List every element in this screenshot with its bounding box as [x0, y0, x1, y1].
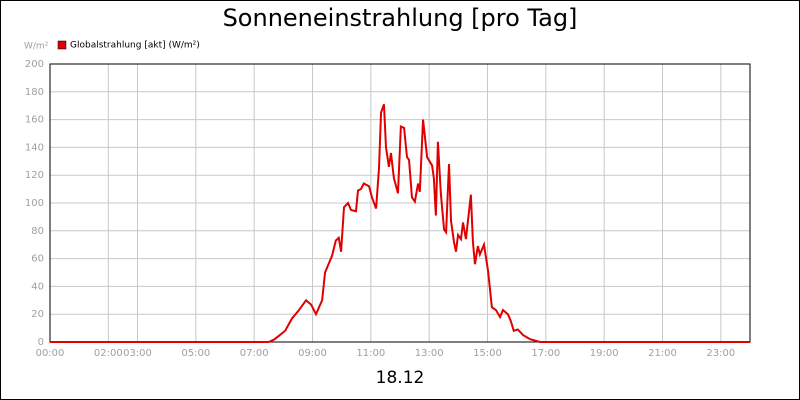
x-label: 18.12	[376, 368, 425, 388]
x-tick-label: 21:00	[648, 348, 677, 359]
y-tick-label: 120	[25, 170, 44, 181]
x-tick-label: 15:00	[473, 348, 502, 359]
chart-title: Sonneneinstrahlung [pro Tag]	[223, 4, 578, 32]
x-tick-label: 23:00	[706, 348, 735, 359]
y-tick-label: 20	[31, 309, 44, 320]
x-tick-label: 00:00	[36, 348, 65, 359]
x-tick-label: 09:00	[298, 348, 327, 359]
x-tick-label: 05:00	[181, 348, 210, 359]
y-tick-label: 160	[25, 115, 44, 126]
y-tick-label: 200	[25, 59, 44, 70]
x-tick-label: 19:00	[590, 348, 619, 359]
x-tick-label: 02:00	[94, 348, 123, 359]
x-tick-label: 11:00	[356, 348, 385, 359]
y-tick-label: 140	[25, 142, 44, 153]
y-tick-label: 60	[31, 254, 44, 265]
x-tick-label: 17:00	[531, 348, 560, 359]
y-unit: W/m²	[24, 42, 49, 52]
legend-label: Globalstrahlung [akt] (W/m²)	[70, 41, 200, 51]
data-line	[50, 103, 750, 343]
y-tick-label: 0	[38, 337, 44, 348]
legend-swatch	[57, 40, 67, 50]
y-tick-label: 180	[25, 87, 44, 98]
x-tick-label: 07:00	[240, 348, 269, 359]
plot-border	[49, 63, 751, 343]
x-tick-label: 13:00	[415, 348, 444, 359]
y-tick-label: 40	[31, 281, 44, 292]
x-tick-label: 03:00	[123, 348, 152, 359]
y-tick-label: 100	[25, 198, 44, 209]
y-tick-label: 80	[31, 226, 44, 237]
